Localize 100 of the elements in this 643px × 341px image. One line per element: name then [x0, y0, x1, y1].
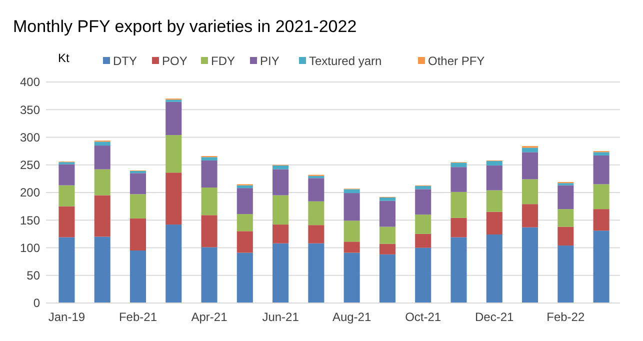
bar — [486, 165, 502, 190]
bar — [94, 146, 110, 170]
bar — [415, 214, 432, 234]
bar — [379, 254, 396, 303]
bar — [593, 184, 610, 210]
bar — [58, 206, 75, 238]
bar — [344, 193, 360, 221]
bar — [130, 170, 146, 174]
bar — [593, 209, 610, 231]
bar — [379, 226, 396, 244]
legend-label: POY — [162, 54, 188, 68]
x-tick-label: Apr-21 — [191, 310, 228, 324]
bar — [201, 188, 218, 216]
bar — [593, 152, 610, 156]
bar — [308, 176, 324, 178]
legend-label: PIY — [260, 54, 280, 68]
bar — [308, 225, 324, 244]
bar — [94, 195, 110, 237]
bar — [522, 148, 538, 152]
bar — [58, 164, 75, 186]
bar — [94, 236, 110, 303]
bar — [486, 161, 502, 166]
bar — [558, 185, 574, 210]
x-tick-label: Feb-21 — [118, 310, 158, 324]
bar — [593, 155, 610, 184]
bar — [522, 152, 538, 180]
y-tick-label: 150 — [20, 213, 40, 228]
y-tick-label: 200 — [20, 186, 40, 200]
bar — [486, 212, 502, 234]
x-tick-label: Aug-21 — [332, 310, 372, 324]
bar — [379, 200, 396, 227]
legend-label: FDY — [211, 54, 235, 68]
y-tick-label: 300 — [20, 130, 40, 144]
bar — [236, 231, 253, 253]
bar — [272, 165, 289, 170]
bar — [593, 230, 610, 303]
bar — [344, 252, 360, 303]
bar — [558, 209, 574, 227]
bar — [558, 246, 574, 303]
x-tick-label: Jan-19 — [48, 310, 86, 324]
bar — [379, 244, 396, 254]
legend-label: Other PFY — [428, 54, 485, 68]
bar — [558, 226, 574, 246]
bar — [379, 197, 396, 201]
bar — [415, 234, 432, 248]
bar — [58, 185, 75, 206]
bar — [130, 218, 146, 251]
bar — [94, 169, 110, 196]
y-tick-label: 0 — [33, 296, 40, 310]
bar — [415, 186, 432, 190]
bar — [130, 173, 146, 194]
bar — [130, 250, 146, 303]
bar — [130, 194, 146, 218]
bar — [201, 215, 218, 248]
legend-label: DTY — [113, 54, 137, 68]
bar — [236, 214, 253, 232]
bar — [166, 102, 182, 136]
x-tick-label: Feb-22 — [546, 310, 585, 324]
bar — [236, 252, 253, 303]
bar — [308, 178, 324, 202]
bar — [166, 135, 182, 173]
bar — [450, 167, 467, 192]
legend-label: Textured yarn — [309, 54, 382, 68]
x-tick-label: Jun-21 — [262, 310, 300, 324]
bar — [450, 218, 467, 238]
bar — [344, 189, 360, 194]
y-tick-label: 100 — [20, 240, 40, 255]
bar — [272, 169, 289, 196]
bar — [272, 224, 289, 244]
bar — [94, 142, 110, 146]
bar — [415, 189, 432, 215]
bar — [166, 172, 182, 225]
bar — [344, 242, 360, 253]
bar — [236, 188, 253, 214]
bar — [522, 227, 538, 303]
y-tick-label: 50 — [26, 268, 40, 283]
bar — [486, 190, 502, 212]
bar — [236, 185, 253, 188]
bar — [450, 237, 467, 303]
bar — [201, 157, 218, 160]
bar — [450, 162, 467, 168]
bar — [522, 179, 538, 204]
bar — [272, 195, 289, 225]
bar — [308, 201, 324, 226]
bar — [522, 204, 538, 228]
bar — [415, 248, 432, 303]
y-tick-label: 400 — [20, 75, 40, 90]
x-tick-label: Oct-21 — [405, 310, 442, 324]
bar — [450, 192, 467, 218]
bar — [58, 237, 75, 303]
bar — [344, 220, 360, 242]
x-tick-label: Dec-21 — [475, 310, 514, 324]
bar — [308, 243, 324, 303]
y-tick-label: 250 — [20, 158, 40, 172]
y-tick-label: 350 — [20, 102, 40, 117]
bar — [201, 247, 218, 303]
bar — [201, 160, 218, 188]
chart-title: Monthly PFY export by varieties in 2021-2022 — [13, 17, 357, 36]
y-axis-title: Kt — [58, 51, 70, 65]
bar — [486, 234, 502, 303]
